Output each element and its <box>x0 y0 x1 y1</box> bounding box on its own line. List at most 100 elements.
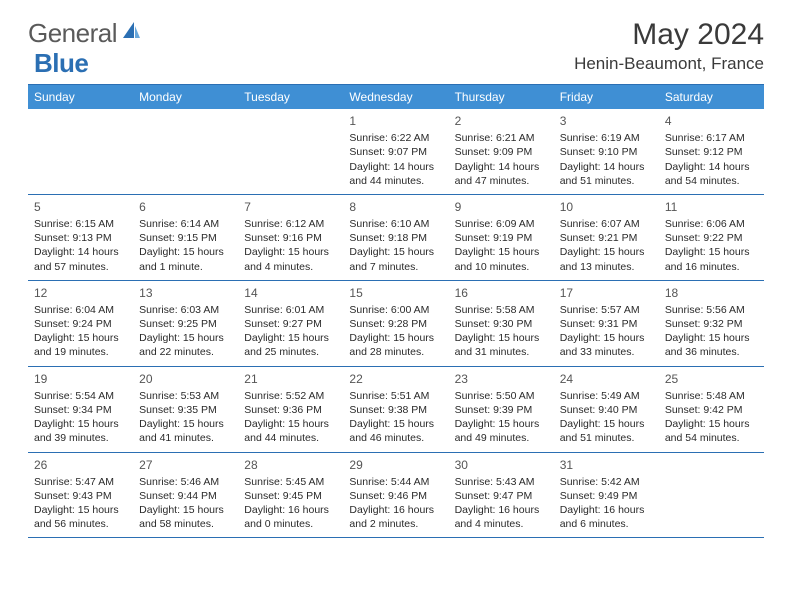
day-sunrise: Sunrise: 6:14 AM <box>139 217 232 231</box>
day-cell: 12 Sunrise: 6:04 AMSunset: 9:24 PMDayligh… <box>28 281 133 366</box>
day-sunrise: Sunrise: 5:46 AM <box>139 475 232 489</box>
day-number: 21 <box>244 371 337 387</box>
day-number: 3 <box>560 113 653 129</box>
day-daylight: Daylight: 15 hours and 49 minutes. <box>455 417 548 445</box>
day-daylight: Daylight: 16 hours and 0 minutes. <box>244 503 337 531</box>
day-sunset: Sunset: 9:42 PM <box>665 403 758 417</box>
day-daylight: Daylight: 15 hours and 22 minutes. <box>139 331 232 359</box>
day-daylight: Daylight: 15 hours and 7 minutes. <box>349 245 442 273</box>
day-sunset: Sunset: 9:35 PM <box>139 403 232 417</box>
week-row: 26Sunrise: 5:47 AMSunset: 9:43 PMDayligh… <box>28 453 764 539</box>
day-sunrise: Sunrise: 6:15 AM <box>34 217 127 231</box>
day-cell: 5Sunrise: 6:15 AMSunset: 9:13 PMDaylight… <box>28 195 133 280</box>
day-number: 20 <box>139 371 232 387</box>
day-daylight: Daylight: 15 hours and 31 minutes. <box>455 331 548 359</box>
day-sunrise: Sunrise: 5:58 AM <box>455 303 548 317</box>
day-cell: 4Sunrise: 6:17 AMSunset: 9:12 PMDaylight… <box>659 109 764 194</box>
day-daylight: Daylight: 15 hours and 33 minutes. <box>560 331 653 359</box>
day-sunrise: Sunrise: 6:22 AM <box>349 131 442 145</box>
day-sunrise: Sunrise: 5:42 AM <box>560 475 653 489</box>
day-number: 15 <box>349 285 442 301</box>
day-number: 29 <box>349 457 442 473</box>
day-cell: 26Sunrise: 5:47 AMSunset: 9:43 PMDayligh… <box>28 453 133 538</box>
day-cell: 22Sunrise: 5:51 AMSunset: 9:38 PMDayligh… <box>343 367 448 452</box>
day-sunrise: Sunrise: 6:04 AM <box>34 303 127 317</box>
day-daylight: Daylight: 15 hours and 4 minutes. <box>244 245 337 273</box>
weeks-container: 1Sunrise: 6:22 AMSunset: 9:07 PMDaylight… <box>28 109 764 538</box>
day-number: 9 <box>455 199 548 215</box>
day-number: 6 <box>139 199 232 215</box>
day-cell: 13Sunrise: 6:03 AMSunset: 9:25 PMDayligh… <box>133 281 238 366</box>
day-sunset: Sunset: 9:38 PM <box>349 403 442 417</box>
day-daylight: Daylight: 15 hours and 54 minutes. <box>665 417 758 445</box>
logo-text-blue: Blue <box>34 48 88 78</box>
day-sunset: Sunset: 9:22 PM <box>665 231 758 245</box>
day-number: 27 <box>139 457 232 473</box>
day-number: 4 <box>665 113 758 129</box>
day-daylight: Daylight: 14 hours and 47 minutes. <box>455 160 548 188</box>
day-sunrise: Sunrise: 5:56 AM <box>665 303 758 317</box>
day-number: 24 <box>560 371 653 387</box>
day-daylight: Daylight: 15 hours and 28 minutes. <box>349 331 442 359</box>
day-number: 30 <box>455 457 548 473</box>
day-sunset: Sunset: 9:09 PM <box>455 145 548 159</box>
logo-blue-wrap: Blue <box>34 48 88 79</box>
day-cell: 18Sunrise: 5:56 AMSunset: 9:32 PMDayligh… <box>659 281 764 366</box>
day-cell: 31 Sunrise: 5:42 AMSunset: 9:49 PMDayligh… <box>554 453 659 538</box>
day-daylight: Daylight: 16 hours and 6 minutes. <box>560 503 653 531</box>
day-sunrise: Sunrise: 6:00 AM <box>349 303 442 317</box>
day-number: 25 <box>665 371 758 387</box>
day-sunset: Sunset: 9:40 PM <box>560 403 653 417</box>
day-daylight: Daylight: 15 hours and 19 minutes. <box>34 331 127 359</box>
day-sunrise: Sunrise: 5:57 AM <box>560 303 653 317</box>
month-title: May 2024 <box>574 18 764 52</box>
day-header: Tuesday <box>238 85 343 109</box>
day-header: Thursday <box>449 85 554 109</box>
day-number: 19 <box>34 371 127 387</box>
day-daylight: Daylight: 15 hours and 36 minutes. <box>665 331 758 359</box>
day-cell: 28Sunrise: 5:45 AMSunset: 9:45 PMDayligh… <box>238 453 343 538</box>
day-sunrise: Sunrise: 6:01 AM <box>244 303 337 317</box>
day-sunrise: Sunrise: 5:54 AM <box>34 389 127 403</box>
day-header: Friday <box>554 85 659 109</box>
calendar: SundayMondayTuesdayWednesdayThursdayFrid… <box>28 84 764 538</box>
day-number: 17 <box>560 285 653 301</box>
day-sunset: Sunset: 9:39 PM <box>455 403 548 417</box>
day-sunrise: Sunrise: 6:07 AM <box>560 217 653 231</box>
day-header: Monday <box>133 85 238 109</box>
day-sunset: Sunset: 9:36 PM <box>244 403 337 417</box>
logo-sail-icon <box>121 20 141 47</box>
day-cell <box>659 453 764 538</box>
day-sunrise: Sunrise: 5:47 AM <box>34 475 127 489</box>
day-daylight: Daylight: 15 hours and 1 minute. <box>139 245 232 273</box>
day-cell: 1Sunrise: 6:22 AMSunset: 9:07 PMDaylight… <box>343 109 448 194</box>
week-row: 12Sunrise: 6:04 AMSunset: 9:24 PMDayligh… <box>28 281 764 367</box>
day-sunrise: Sunrise: 5:50 AM <box>455 389 548 403</box>
day-cell: 2Sunrise: 6:21 AMSunset: 9:09 PMDaylight… <box>449 109 554 194</box>
day-number: 23 <box>455 371 548 387</box>
day-sunrise: Sunrise: 5:52 AM <box>244 389 337 403</box>
day-daylight: Daylight: 15 hours and 56 minutes. <box>34 503 127 531</box>
day-cell: 17 Sunrise: 5:57 AMSunset: 9:31 PMDayligh… <box>554 281 659 366</box>
day-number: 16 <box>455 285 548 301</box>
day-number: 8 <box>349 199 442 215</box>
location-label: Henin-Beaumont, France <box>574 54 764 74</box>
day-cell: 23 Sunrise: 5:50 AMSunset: 9:39 PMDayligh… <box>449 367 554 452</box>
day-sunrise: Sunrise: 5:44 AM <box>349 475 442 489</box>
day-number: 18 <box>665 285 758 301</box>
day-daylight: Daylight: 15 hours and 13 minutes. <box>560 245 653 273</box>
day-sunrise: Sunrise: 6:10 AM <box>349 217 442 231</box>
day-daylight: Daylight: 15 hours and 16 minutes. <box>665 245 758 273</box>
week-row: 1Sunrise: 6:22 AMSunset: 9:07 PMDaylight… <box>28 109 764 195</box>
day-number: 12 <box>34 285 127 301</box>
day-cell: 15Sunrise: 6:00 AMSunset: 9:28 PMDayligh… <box>343 281 448 366</box>
day-sunset: Sunset: 9:24 PM <box>34 317 127 331</box>
day-cell: 19Sunrise: 5:54 AMSunset: 9:34 PMDayligh… <box>28 367 133 452</box>
day-sunset: Sunset: 9:19 PM <box>455 231 548 245</box>
day-sunset: Sunset: 9:31 PM <box>560 317 653 331</box>
day-sunrise: Sunrise: 5:43 AM <box>455 475 548 489</box>
day-number: 31 <box>560 457 653 473</box>
day-cell: 9Sunrise: 6:09 AMSunset: 9:19 PMDaylight… <box>449 195 554 280</box>
day-sunset: Sunset: 9:49 PM <box>560 489 653 503</box>
day-sunrise: Sunrise: 6:06 AM <box>665 217 758 231</box>
